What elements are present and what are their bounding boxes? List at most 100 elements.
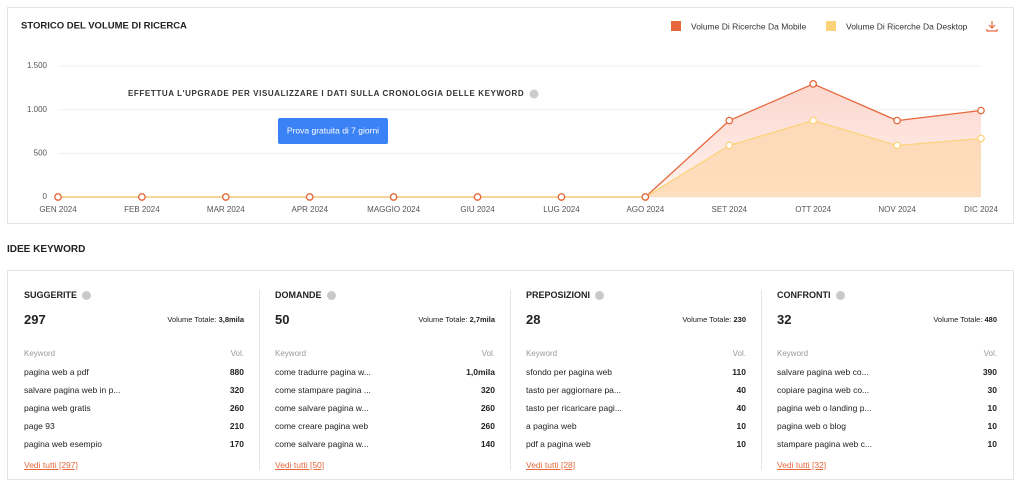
volume-total-value: 480: [984, 315, 997, 324]
keyword: page 93: [24, 421, 55, 431]
keyword-row: a pagina web 10: [526, 421, 746, 431]
keyword: pagina web o landing p...: [777, 403, 872, 413]
panel-title-row: PREPOSIZIONI: [526, 290, 746, 300]
volume-total: Volume Totale: 2,7mila: [418, 315, 495, 324]
keyword-row: tasto per aggiornare pa... 40: [526, 385, 746, 395]
chart: STORICO DEL VOLUME DI RICERCA 0 500 1.000 1…: [21, 21, 998, 215]
keyword-row: pagina web o blog 10: [777, 421, 997, 431]
keyword: come salvare pagina w...: [275, 439, 369, 449]
panel-title: PREPOSIZIONI: [526, 290, 591, 300]
volume: 390: [982, 367, 997, 377]
point: [809, 80, 818, 88]
keyword-row: sfondo per pagina web 110: [526, 367, 746, 377]
x-tick-label: NOV 2024: [878, 205, 916, 214]
keyword-row: pagina web o landing p... 10: [777, 403, 997, 413]
volume: 10: [736, 421, 746, 431]
column-volume: Vol.: [230, 349, 244, 358]
keyword-row: pagina web esempio 170: [24, 439, 244, 449]
column-header: Keyword Vol.: [275, 349, 495, 358]
button-label: Prova gratuita di 7 giorni: [287, 125, 379, 135]
volume: 260: [480, 403, 495, 413]
legend-label: Volume Di Ricerche Da Mobile: [691, 21, 807, 31]
x-tick-label: MAGGIO 2024: [367, 205, 420, 214]
volume: 170: [229, 439, 244, 449]
keyword-panel: DOMANDE 50 Volume Totale: 2,7mila Keyword Vo…: [275, 290, 495, 470]
point: [893, 116, 901, 125]
volume: 30: [987, 385, 997, 395]
view-all-link[interactable]: Vedi tutti [50]: [275, 460, 325, 470]
x-tick-label: GIU 2024: [460, 205, 495, 214]
keyword: sfondo per pagina web: [526, 367, 613, 377]
column-keyword: Keyword: [777, 349, 809, 358]
point: [305, 193, 314, 201]
volume: 10: [736, 439, 746, 449]
y-tick-label: 1.500: [27, 61, 48, 70]
volume: 880: [229, 367, 244, 377]
keyword: come tradurre pagina w...: [275, 367, 371, 377]
x-tick-label: OTT 2024: [795, 205, 831, 214]
keyword-row: salvare pagina web in p... 320: [24, 385, 244, 395]
x-tick-label: MAR 2024: [207, 205, 245, 214]
point: [473, 193, 482, 201]
keyword: come stampare pagina ...: [275, 385, 371, 395]
keyword: copiare pagina web co...: [777, 385, 870, 395]
keyword-row: come salvare pagina w... 260: [275, 403, 495, 413]
volume-total-value: 3,8mila: [218, 315, 244, 324]
keyword-row: come stampare pagina ... 320: [275, 385, 495, 395]
keyword-row: pagina web a pdf 880: [24, 367, 244, 377]
x-tick-label: APR 2024: [291, 205, 328, 214]
download-icon[interactable]: [986, 21, 998, 32]
keyword: salvare pagina web co...: [777, 367, 869, 377]
view-all-link[interactable]: Vedi tutti [297]: [24, 460, 78, 470]
separator: [259, 290, 260, 470]
point: [893, 141, 901, 150]
keyword: pdf a pagina web: [526, 439, 591, 449]
x-tick-label: SET 2024: [712, 205, 748, 214]
keyword: salvare pagina web in p...: [24, 385, 121, 395]
volume: 40: [736, 403, 746, 413]
volume: 10: [987, 421, 997, 431]
keyword-row: come salvare pagina w... 140: [275, 439, 495, 449]
keyword: a pagina web: [526, 421, 577, 431]
volume: 260: [480, 421, 495, 431]
y-tick-label: 500: [34, 148, 48, 157]
panel-title-row: DOMANDE: [275, 290, 495, 300]
chart-title: STORICO DEL VOLUME DI RICERCA: [21, 21, 187, 32]
annotation: EFFETTUA L'UPGRADE PER VISUALIZZARE I DA…: [128, 89, 524, 98]
section-title: IDEE KEYWORD: [7, 244, 86, 255]
volume: 260: [229, 403, 244, 413]
panel-title: DOMANDE: [275, 290, 322, 300]
column-header: Keyword Vol.: [526, 349, 746, 358]
y-tick-label: 0: [43, 192, 48, 201]
button[interactable]: [278, 118, 388, 144]
separator: [761, 290, 762, 470]
panel-title: CONFRONTI: [777, 290, 831, 300]
keyword-row: salvare pagina web co... 390: [777, 367, 997, 377]
keyword: tasto per ricaricare pagi...: [526, 403, 622, 413]
volume-total-value: 230: [733, 315, 746, 324]
column-keyword: Keyword: [526, 349, 558, 358]
keyword-count: 28: [526, 312, 541, 327]
keyword-row: page 93 210: [24, 421, 244, 431]
separator: [510, 290, 511, 470]
volume: 320: [229, 385, 244, 395]
volume: 320: [480, 385, 495, 395]
point: [725, 141, 734, 150]
x-tick-label: GEN 2024: [39, 205, 77, 214]
keyword: stampare pagina web c...: [777, 439, 872, 449]
column-volume: Vol.: [481, 349, 495, 358]
point: [557, 193, 566, 201]
keyword: pagina web o blog: [777, 421, 847, 431]
volume-total-label: Volume Totale:: [167, 315, 217, 324]
view-all-link[interactable]: Vedi tutti [32]: [777, 460, 827, 470]
volume: 40: [736, 385, 746, 395]
volume: 1,0mila: [466, 367, 495, 377]
x-tick-label: AGO 2024: [626, 205, 664, 214]
view-all-link[interactable]: Vedi tutti [28]: [526, 460, 576, 470]
keyword: tasto per aggiornare pa...: [526, 385, 621, 395]
point: [221, 193, 230, 201]
x-tick-label: LUG 2024: [543, 205, 580, 214]
point: [389, 193, 398, 201]
volume-total-label: Volume Totale:: [418, 315, 468, 324]
legend-swatch: [826, 21, 836, 31]
